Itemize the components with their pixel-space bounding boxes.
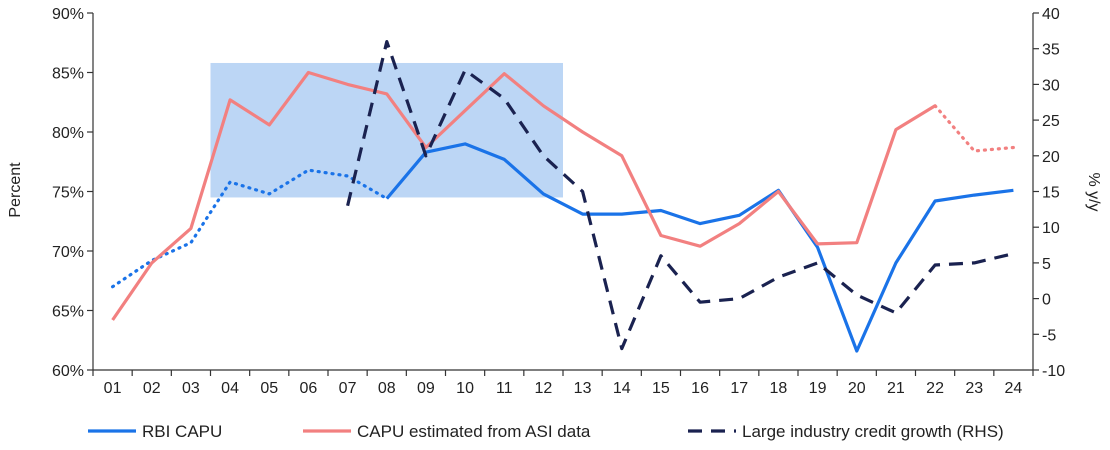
left-tick-label: 90%: [52, 6, 84, 23]
x-tick-label: 18: [770, 380, 788, 397]
right-axis: -10 -5 0 5 10 15 20 25 30 35 40: [1032, 6, 1065, 380]
right-tick-label: 25: [1042, 113, 1060, 130]
x-tick-label: 11: [496, 380, 513, 397]
series-lines: [110, 39, 1016, 353]
x-tick-label: 14: [613, 380, 631, 397]
x-tick-label: 16: [691, 380, 709, 397]
right-tick-label: 20: [1042, 149, 1060, 166]
x-tick-label: 15: [652, 380, 670, 397]
right-tick-label: 40: [1042, 6, 1060, 23]
right-tick-label: 15: [1042, 185, 1060, 202]
x-tick-label: 20: [848, 380, 866, 397]
x-tick-label: 12: [535, 380, 553, 397]
left-tick-label: 85%: [52, 66, 84, 83]
x-tick-label: 08: [378, 380, 396, 397]
x-tick-label: 02: [143, 380, 161, 397]
left-tick-label: 70%: [52, 244, 84, 261]
left-tick-label: 80%: [52, 125, 84, 142]
x-tick-label: 05: [260, 380, 278, 397]
x-tick-label: 19: [809, 380, 827, 397]
right-tick-label: 0: [1042, 292, 1051, 309]
y-axis-title-right: % y/y: [1085, 172, 1102, 211]
x-tick-label: 04: [221, 380, 239, 397]
legend-label: Large industry credit growth (RHS): [742, 422, 1004, 441]
x-tick-label: 21: [887, 380, 905, 397]
shaded-region: [210, 62, 563, 198]
series-line-rbi-capu-dotted: [110, 168, 389, 289]
x-tick-label: 07: [339, 380, 357, 397]
left-tick-label: 60%: [52, 363, 84, 380]
series-line-asi-capu-dotted: [933, 104, 1016, 153]
right-tick-label: -5: [1042, 327, 1056, 344]
y-axis-title-left: Percent: [7, 162, 24, 218]
x-tick-label: 24: [1005, 380, 1023, 397]
x-tick-label: 10: [456, 380, 474, 397]
series-line-asi-capu: [111, 70, 936, 321]
x-tick-label: 13: [574, 380, 592, 397]
x-tick-label: 22: [926, 380, 944, 397]
series-line-credit-growth: [346, 39, 1014, 351]
right-tick-label: -10: [1042, 363, 1065, 380]
right-tick-label: 35: [1042, 42, 1060, 59]
left-tick-label: 75%: [52, 185, 84, 202]
x-tick-label: 17: [730, 380, 748, 397]
right-tick-label: 5: [1042, 256, 1051, 273]
x-axis: 01 02 03 04 05 06 07 08 09 10 11 12 13 14 15 16 17 18 19 20…: [92, 369, 1034, 397]
x-tick-label: 06: [300, 380, 318, 397]
legend-label: RBI CAPU: [142, 422, 222, 441]
left-tick-label: 65%: [52, 304, 84, 321]
right-tick-label: 10: [1042, 220, 1060, 237]
legend: RBI CAPU CAPU estimated from ASI data Larg…: [88, 422, 1004, 441]
right-tick-label: 30: [1042, 77, 1060, 94]
x-tick-label: 23: [965, 380, 983, 397]
x-tick-label: 01: [104, 380, 122, 397]
x-tick-label: 03: [182, 380, 200, 397]
legend-label: CAPU estimated from ASI data: [357, 422, 591, 441]
series-line-rbi-capu: [385, 142, 1014, 353]
left-axis: 60% 65% 70% 75% 80% 85% 90%: [52, 6, 94, 380]
x-tick-label: 09: [417, 380, 435, 397]
